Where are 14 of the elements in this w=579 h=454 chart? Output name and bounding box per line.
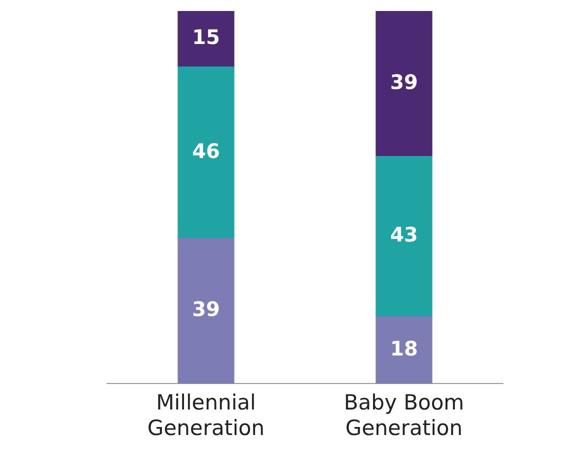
data-label: 43: [390, 222, 418, 247]
data-label: 15: [192, 25, 220, 50]
data-label: 46: [192, 138, 220, 163]
data-label: 18: [390, 336, 418, 360]
x-tick-label: Baby Boom Generation: [344, 390, 464, 440]
bar: [376, 11, 432, 157]
bar: [178, 66, 234, 239]
data-label: 39: [192, 297, 220, 322]
bar: [376, 156, 432, 317]
bar: [178, 238, 234, 384]
bar: [376, 316, 432, 384]
bar: [178, 11, 234, 68]
x-tick-label: Millennial Generation: [147, 390, 265, 440]
data-label: 39: [390, 70, 418, 94]
